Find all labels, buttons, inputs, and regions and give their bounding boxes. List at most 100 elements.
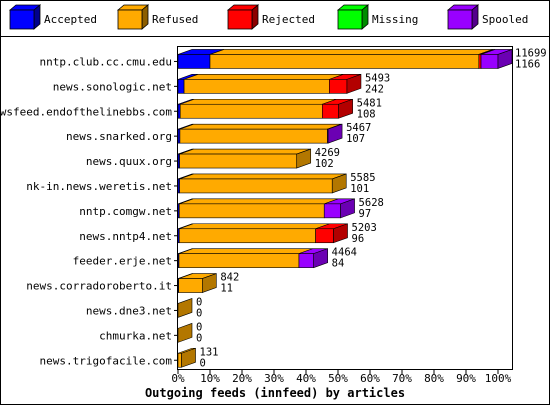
- bar-total-label: 5585: [350, 172, 375, 184]
- bar-group: [177, 248, 328, 269]
- legend-item-rejected: Rejected: [226, 4, 315, 30]
- legend-label-accepted: Accepted: [44, 13, 97, 26]
- legend: Accepted Refused Rejected Missing Spooled: [8, 4, 528, 30]
- legend-swatch-accepted: [9, 9, 35, 30]
- bar-group: [177, 123, 343, 144]
- bar-end-face: [177, 322, 193, 343]
- bar-end-face: [327, 123, 343, 144]
- category-label: news.nntp4.net: [79, 230, 172, 243]
- bar-group: [177, 273, 217, 293]
- bar-segment-top-refused: [209, 49, 493, 55]
- category-label: feeder.erje.net: [73, 255, 172, 268]
- bar-segment-top-refused: [179, 148, 311, 155]
- category-label: nk-in.news.weretis.net: [26, 180, 172, 193]
- x-tick-label: 0%: [171, 372, 185, 385]
- legend-swatch-rejected: [227, 9, 253, 30]
- bar-count-label: 102: [315, 158, 334, 170]
- bars: [177, 49, 513, 368]
- bar-total-label: 4269: [315, 147, 340, 159]
- bar-group: [177, 148, 312, 169]
- bar-segment-refused: [179, 153, 298, 169]
- bar-segment-top-refused: [180, 98, 337, 105]
- bar-total-label: 5467: [346, 122, 371, 134]
- bar-group: [177, 173, 347, 194]
- x-tick-label: 60%: [360, 372, 380, 385]
- bar-end-face: [181, 347, 196, 368]
- category-label: news.corradoroberto.it: [26, 280, 172, 293]
- category-label: news.dne3.net: [86, 304, 172, 317]
- x-axis-title: Outgoing feeds (innfeed) by articles: [145, 386, 405, 400]
- bar-segment-refused: [178, 253, 300, 268]
- bar-end-face: [338, 98, 353, 119]
- x-tick-label: 100%: [485, 372, 512, 385]
- legend-swatch-refused: [117, 9, 143, 30]
- x-tick-label: 10%: [200, 372, 220, 385]
- bar-segment-refused: [179, 103, 323, 119]
- bar-segment-refused: [179, 178, 333, 194]
- category-label: news.sonologic.net: [53, 80, 172, 93]
- category-label: nntp.comgw.net: [79, 205, 172, 218]
- bar-segment-accepted: [177, 54, 211, 69]
- bar-count-label: 101: [350, 183, 369, 195]
- bar-segment-refused: [178, 228, 316, 244]
- bar-count-label: 0: [200, 357, 206, 369]
- bar-segment-top-refused: [179, 198, 339, 205]
- legend-item-missing: Missing: [336, 4, 418, 30]
- bar-total-label: 11699: [515, 47, 547, 59]
- bar-count-label: 96: [352, 233, 365, 245]
- bar-group: [177, 322, 193, 343]
- bar-end-face: [346, 73, 362, 94]
- bar-segment-refused: [177, 352, 182, 368]
- bar-group: [177, 298, 193, 318]
- bar-end-face: [331, 173, 347, 194]
- bar-total-label: 5203: [352, 222, 377, 234]
- legend-label-spooled: Spooled: [482, 13, 528, 26]
- bar-segment-spooled: [298, 253, 314, 268]
- bar-total-label: 0: [196, 296, 202, 308]
- bar-segment-top-refused: [179, 123, 342, 130]
- bar-segment-rejected: [329, 79, 348, 94]
- bar-total-label: 842: [220, 272, 239, 284]
- bar-segment-refused: [179, 128, 328, 144]
- legend-label-refused: Refused: [152, 13, 198, 26]
- bar-end-face: [497, 49, 513, 69]
- bar-count-label: 0: [196, 332, 202, 344]
- bar-segment-rejected: [478, 54, 482, 69]
- x-tick-label: 30%: [264, 372, 284, 385]
- bar-segment-refused: [178, 203, 325, 219]
- bar-total-label: 131: [200, 346, 219, 358]
- legend-item-refused: Refused: [116, 4, 198, 30]
- bar-segment-accepted: [177, 79, 185, 94]
- category-label: nntp.club.cc.cmu.edu: [40, 55, 172, 68]
- legend-label-rejected: Rejected: [262, 13, 315, 26]
- bar-group: [177, 98, 353, 119]
- bar-group: [177, 49, 513, 69]
- bar-end-face: [296, 148, 312, 169]
- bar-segment-rejected: [322, 103, 339, 119]
- category-label: newsfeed.endofthelinebbs.com: [0, 105, 172, 118]
- category-label: news.snarked.org: [66, 130, 172, 143]
- x-tick-label: 50%: [328, 372, 348, 385]
- bar-end-face: [313, 248, 328, 269]
- bar-total-label: 4464: [332, 247, 357, 259]
- bar-end-face: [202, 273, 217, 293]
- bar-segment-spooled: [323, 203, 341, 219]
- bar-total-label: 5628: [359, 197, 384, 209]
- legend-swatch-missing: [337, 9, 363, 30]
- bar-end-face: [340, 198, 355, 219]
- category-label: news.quux.org: [86, 155, 172, 168]
- bar-segment-top-refused: [179, 173, 347, 180]
- category-label: chmurka.net: [99, 329, 172, 342]
- x-tick-label: 70%: [392, 372, 412, 385]
- bar-segment-top-refused: [183, 74, 344, 80]
- category-label: news.trigofacile.com: [40, 354, 173, 367]
- bar-segment-refused: [178, 278, 203, 293]
- legend-item-spooled: Spooled: [446, 4, 528, 30]
- bar-total-label: 5493: [365, 72, 390, 84]
- bar-segment-top-refused: [178, 248, 314, 254]
- bar-end-face: [177, 298, 193, 318]
- axes: 0% 10% 20% 30% 40% 50% 60% 70% 80% 90% 100% nntp.cl…: [0, 55, 512, 385]
- bar-count-label: 1166: [515, 58, 540, 70]
